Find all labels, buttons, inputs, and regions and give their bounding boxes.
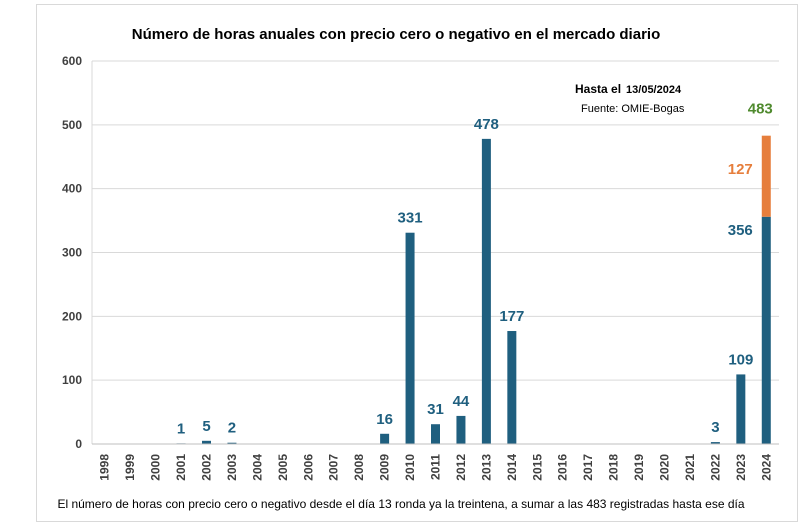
chart-title: Número de horas anuales con precio cero …	[0, 26, 802, 43]
x-tick-label: 1999	[123, 454, 137, 481]
y-tick-label: 300	[62, 246, 82, 260]
data-label-2003: 2	[228, 420, 236, 437]
bar-2009	[380, 433, 390, 444]
x-tick-label: 2008	[352, 454, 366, 481]
data-label-2001: 1	[177, 420, 185, 437]
labels-layer: 1 5 2 16 331 31 44 478 177 3 109 356 127 483	[177, 101, 773, 438]
axis-layer: 0 100 200 300 400 500 600 1998 1999 2000 2001 2002 2…	[62, 54, 779, 481]
x-tick-label: 2010	[403, 454, 417, 481]
as-of-label: Hasta el 13/05/2024	[575, 82, 682, 96]
data-label-stack-2024: 127	[728, 161, 753, 178]
data-label-2010: 331	[398, 210, 423, 227]
bar-2024	[761, 216, 771, 444]
data-label-2022: 3	[711, 419, 719, 436]
data-label-2013: 478	[474, 116, 499, 133]
x-tick-label: 2011	[429, 454, 443, 480]
chart-title-text: Número de horas anuales con precio cero …	[131, 26, 661, 43]
x-tick-label: 2009	[378, 454, 392, 481]
grid-layer	[91, 60, 779, 445]
bar-2022	[710, 442, 720, 444]
x-tick-label: 2006	[301, 454, 315, 481]
data-label-2014: 177	[499, 308, 524, 325]
x-tick-label: 2012	[454, 454, 468, 481]
bar-stack-2024	[761, 135, 771, 217]
data-label-2011: 31	[427, 401, 444, 418]
x-tick-label: 2013	[479, 454, 493, 481]
x-tick-label: 2021	[683, 454, 697, 481]
chart-frame	[36, 4, 798, 522]
source-label: Fuente: OMIE-Bogas	[581, 103, 685, 115]
bar-2003	[227, 442, 237, 444]
data-label-2024: 356	[728, 222, 753, 239]
x-tick-label: 2022	[708, 454, 722, 481]
x-tick-label: 2014	[505, 454, 519, 481]
y-tick-label: 100	[62, 373, 82, 387]
total-label-2024: 483	[748, 101, 773, 118]
bar-2010	[405, 232, 415, 444]
data-label-2012: 44	[453, 393, 470, 410]
y-tick-label: 200	[62, 309, 82, 323]
y-tick-label: 0	[75, 437, 82, 451]
x-tick-label: 2016	[556, 454, 570, 481]
x-tick-label: 1998	[98, 454, 112, 481]
data-label-2009: 16	[376, 411, 393, 428]
x-tick-label: 2002	[200, 454, 214, 481]
chart-footer: El número de horas con precio cero o neg…	[57, 497, 745, 511]
x-tick-label: 2005	[276, 454, 290, 481]
x-tick-label: 2004	[250, 454, 264, 481]
y-tick-label: 500	[62, 118, 82, 132]
x-tick-label: 2020	[658, 454, 672, 481]
bar-2013	[481, 138, 491, 445]
bar-2012	[456, 415, 466, 444]
x-tick-label: 2001	[174, 454, 188, 481]
data-label-2023: 109	[728, 351, 753, 368]
x-tick-label: 2007	[327, 454, 341, 481]
x-tick-label: 2003	[225, 454, 239, 481]
bar-2023	[736, 374, 746, 444]
data-label-2002: 5	[202, 418, 210, 435]
y-tick-label: 600	[62, 54, 82, 68]
x-tick-label: 2023	[734, 454, 748, 481]
x-tick-label: 2018	[607, 454, 621, 481]
bar-2011	[431, 424, 440, 444]
y-tick-label: 400	[62, 182, 82, 196]
x-tick-label: 2019	[632, 454, 646, 481]
bar-2002	[202, 440, 211, 444]
x-tick-label: 2017	[581, 454, 595, 481]
x-tick-label: 2015	[530, 454, 544, 481]
x-tick-label: 2024	[759, 454, 773, 481]
bars-layer	[176, 135, 771, 445]
x-tick-label: 2000	[149, 454, 163, 481]
bar-2014	[507, 331, 517, 444]
